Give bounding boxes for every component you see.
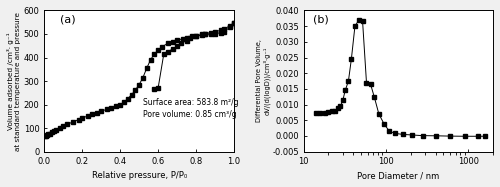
Y-axis label: Volume adsorbed /cm³· g⁻¹
at standard temperature and pressure: Volume adsorbed /cm³· g⁻¹ at standard te…: [7, 12, 21, 151]
X-axis label: Pore Diameter / nm: Pore Diameter / nm: [357, 171, 440, 180]
Y-axis label: Differential Pore Volume,
dV/(d(logD))/cm³·g⁻¹: Differential Pore Volume, dV/(d(logD))/c…: [256, 40, 271, 122]
X-axis label: Relative pressure, P/P₀: Relative pressure, P/P₀: [92, 171, 187, 180]
Text: (a): (a): [60, 15, 75, 25]
Text: Surface area: 583.8 m²/g
Pore volume: 0.85 cm³/g: Surface area: 583.8 m²/g Pore volume: 0.…: [143, 98, 238, 119]
Text: (b): (b): [313, 15, 329, 25]
